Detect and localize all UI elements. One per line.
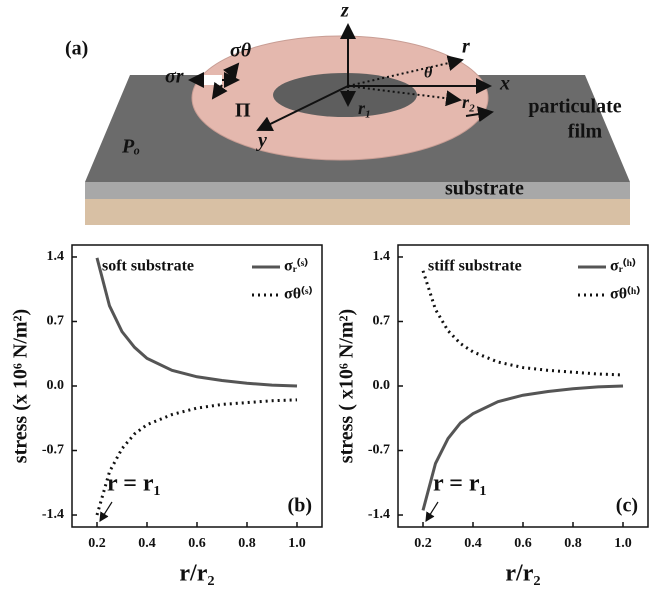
torus-hole <box>273 73 417 117</box>
annotation: r = r₁ <box>107 471 161 497</box>
annotation-arrow <box>426 502 438 521</box>
panel-label: (b) <box>288 495 312 517</box>
label: particulate <box>528 96 621 118</box>
y-tick-label: 0.7 <box>373 314 391 329</box>
y-tick-label: -0.7 <box>42 443 64 458</box>
label: r₁ <box>358 98 371 118</box>
x-tick-label: 0.4 <box>464 536 482 551</box>
x-tick-label: 1.0 <box>614 536 632 551</box>
label: x <box>499 73 510 95</box>
panel-label: (a) <box>65 38 88 60</box>
y-tick-label: 1.4 <box>47 249 65 264</box>
x-tick-label: 0.8 <box>564 536 582 551</box>
chart: -1.4 -0.7 0.0 0.7 1.4 0.2 0.4 0.6 0.8 1.0 r/r₂ stre… <box>336 245 648 587</box>
x-tick-label: 1.0 <box>288 536 306 551</box>
x-tick-label: 0.6 <box>188 536 206 551</box>
y-axis-label: stress (x 10⁶ N/m²) <box>10 309 32 463</box>
label: substrate <box>445 178 524 200</box>
legend-label: σθ⁽ˢ⁾ <box>284 286 312 303</box>
y-tick-label: -0.7 <box>368 443 390 458</box>
annotation-arrow <box>100 502 112 521</box>
y-tick-label: 0.0 <box>373 378 391 393</box>
x-tick-label: 0.6 <box>514 536 532 551</box>
x-axis-label: r/r₂ <box>179 561 214 587</box>
y-tick-label: -1.4 <box>368 507 390 522</box>
x-tick-label: 0.4 <box>138 536 156 551</box>
legend-title: soft substrate <box>102 258 194 275</box>
label: Pₒ <box>121 136 140 158</box>
y-tick-label: -1.4 <box>42 507 64 522</box>
x-axis-label: r/r₂ <box>505 561 540 587</box>
series-line <box>97 400 297 515</box>
label: σr <box>165 66 184 88</box>
chart: -1.4 -0.7 0.0 0.7 1.4 0.2 0.4 0.6 0.8 1.0 r/r₂ stre… <box>10 245 322 587</box>
label: film <box>568 121 603 143</box>
y-tick-label: 0.0 <box>47 378 65 393</box>
legend-label: σᵣ⁽ˢ⁾ <box>284 258 308 275</box>
x-tick-label: 0.2 <box>414 536 432 551</box>
series-line <box>97 258 297 386</box>
y-axis-label: stress ( x10⁶ N/m²) <box>336 309 358 463</box>
y-tick-label: 0.7 <box>47 314 65 329</box>
label: r₂ <box>462 92 475 112</box>
label: θ <box>424 65 433 82</box>
panel-label: (c) <box>616 495 638 517</box>
legend-label: σᵣ⁽ʰ⁾ <box>610 258 636 275</box>
y-tick-label: 1.4 <box>373 249 391 264</box>
legend-title: stiff substrate <box>428 258 522 275</box>
label: σθ <box>230 40 252 62</box>
layer <box>85 182 630 199</box>
series-line <box>423 271 623 375</box>
x-tick-label: 0.8 <box>238 536 256 551</box>
label: Π <box>235 100 251 122</box>
panel-a: (a) z σθ σr r θ x Π r₁ r₂ particulate fi… <box>65 0 630 225</box>
label: y <box>256 130 267 152</box>
figure: (a) z σθ σr r θ x Π r₁ r₂ particulate fi… <box>0 0 657 595</box>
element <box>200 75 222 85</box>
label: z <box>340 0 349 22</box>
substrate-layer <box>85 199 630 225</box>
x-tick-label: 0.2 <box>88 536 106 551</box>
annotation: r = r₁ <box>433 471 487 497</box>
legend-label: σθ⁽ʰ⁾ <box>610 286 640 303</box>
label: r <box>462 36 470 58</box>
